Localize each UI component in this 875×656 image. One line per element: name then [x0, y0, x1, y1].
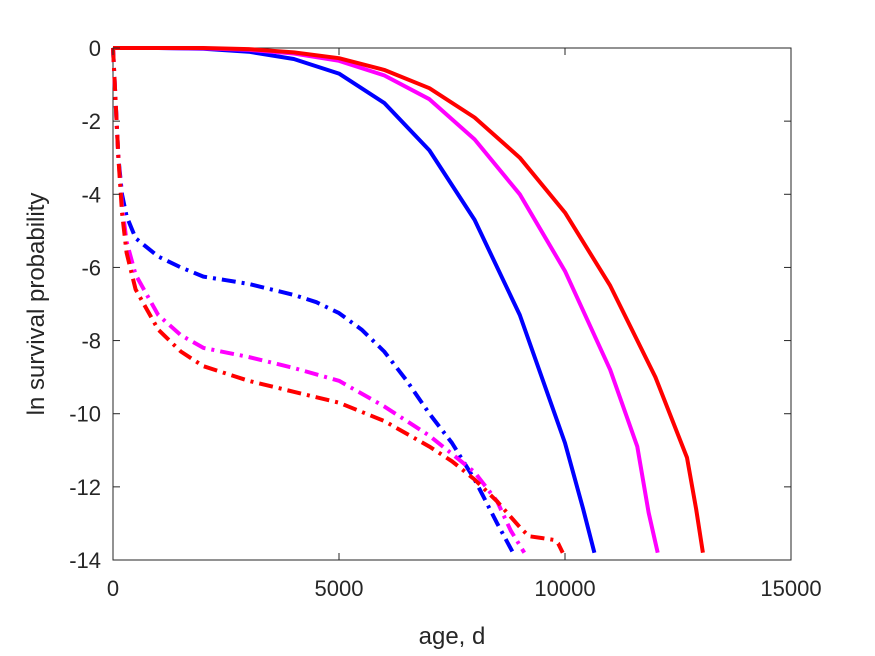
x-tick-label: 10000 — [534, 576, 595, 601]
x-axis-label: age, d — [419, 623, 486, 650]
y-tick-label: -2 — [81, 109, 101, 134]
y-tick-label: -8 — [81, 329, 101, 354]
tick-layer: 0 5000 10000 15000 0 -2 -4 -6 -8 -10 -12 -14 — [69, 36, 821, 601]
y-axis-label: ln survival probability — [23, 193, 50, 416]
series-6-dashdot-line — [111, 47, 565, 554]
plot-area — [112, 47, 792, 561]
y-tick-label: -12 — [69, 475, 101, 500]
y-tick-label: -4 — [81, 182, 101, 207]
x-tick-label: 15000 — [760, 576, 821, 601]
y-tick-label: -14 — [69, 548, 101, 573]
series-3-solid-line — [113, 46, 705, 554]
x-tick-label: 0 — [107, 576, 119, 601]
series-4-dashdot-line — [111, 47, 515, 554]
y-tick-label: -6 — [81, 255, 101, 280]
y-tick-label: -10 — [69, 402, 101, 427]
series-layer — [111, 46, 705, 554]
y-tick-label: 0 — [89, 36, 101, 61]
x-tick-label: 5000 — [315, 576, 364, 601]
